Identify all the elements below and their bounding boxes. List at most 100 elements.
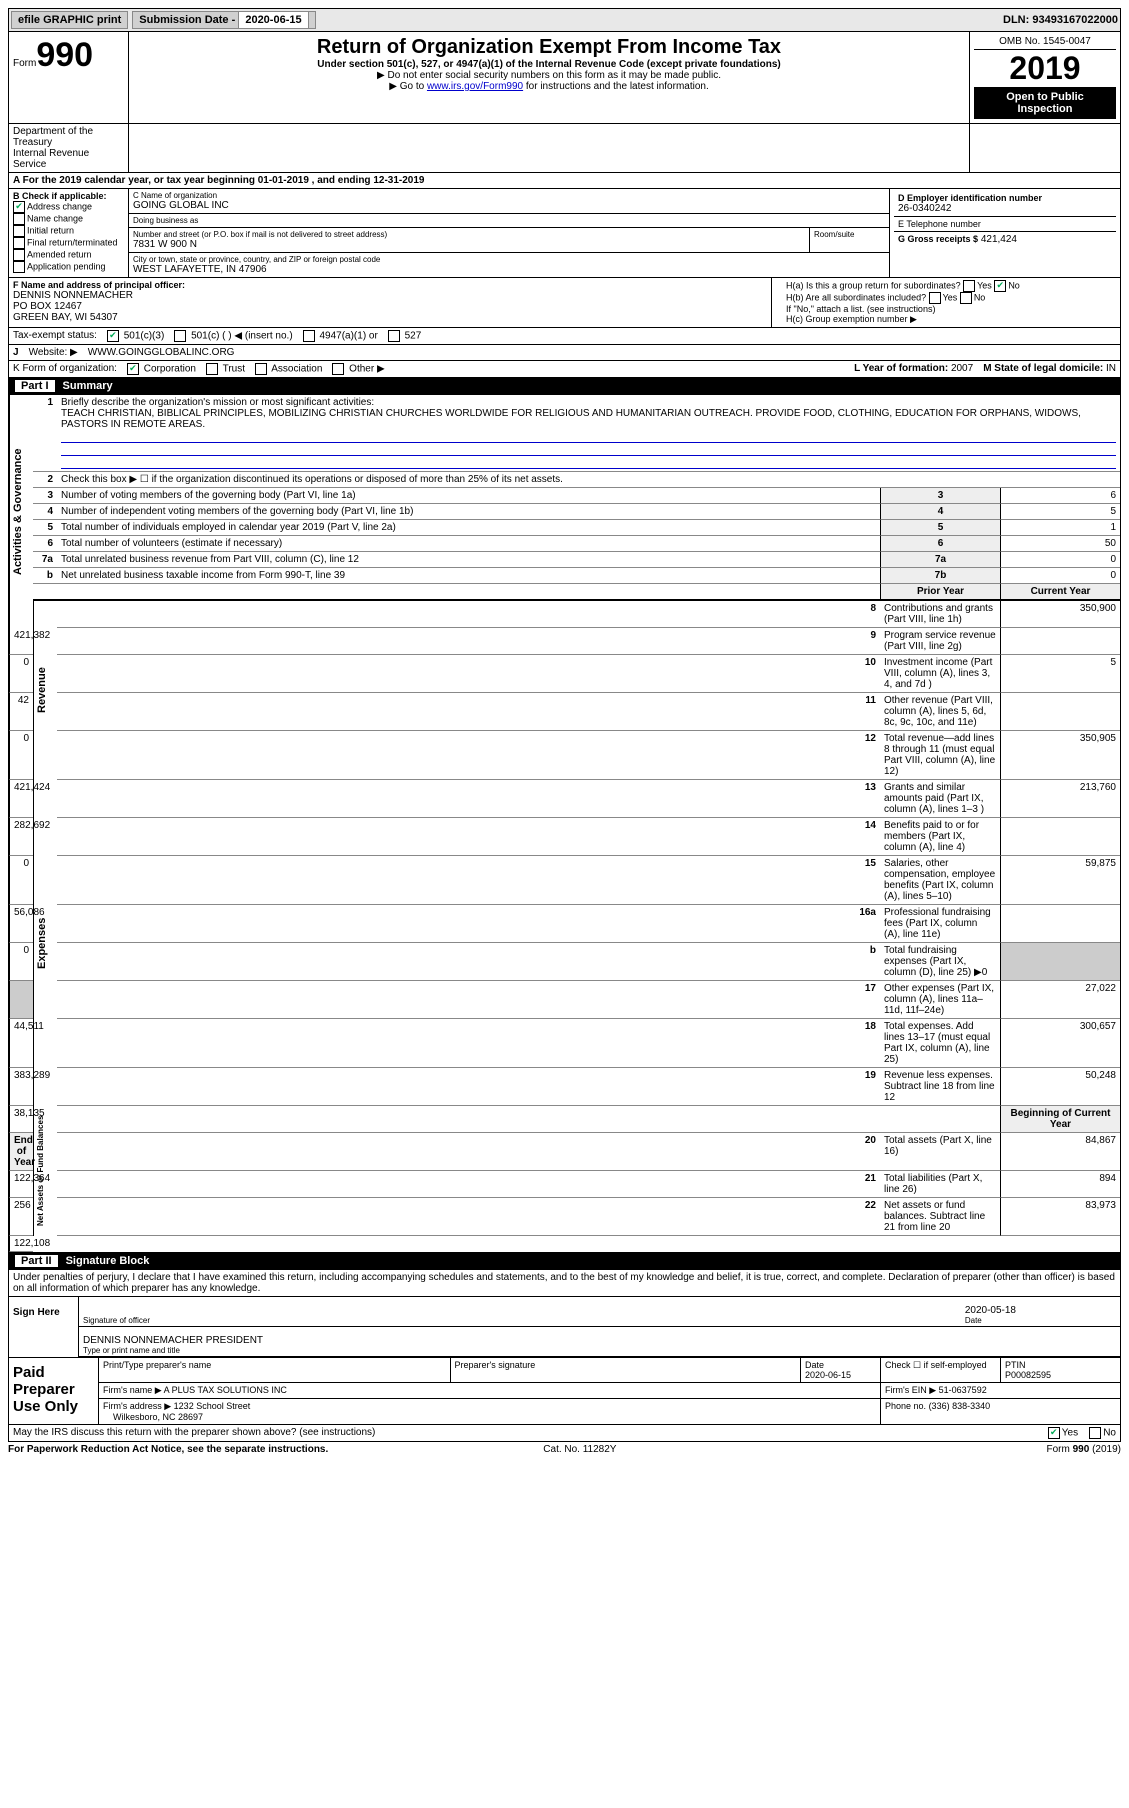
submission-date-button[interactable]: Submission Date - 2020-06-15	[132, 11, 315, 29]
website-value: WWW.GOINGGLOBALINC.ORG	[88, 347, 235, 358]
part1-num: Part I	[15, 380, 55, 392]
submission-label: Submission Date -	[139, 14, 238, 26]
part2-header: Part II Signature Block	[8, 1253, 1121, 1270]
dept-label: Department of the Treasury Internal Reve…	[9, 124, 129, 172]
prep-selfemp: Check ☐ if self-employed	[880, 1358, 1000, 1383]
box-f: F Name and address of principal officer:…	[9, 278, 772, 327]
form-subtitle3: ▶ Go to www.irs.gov/Form990 for instruct…	[133, 81, 965, 92]
submission-date: 2020-06-15	[238, 11, 308, 29]
officer-addr1: PO BOX 12467	[13, 301, 767, 312]
part1-header: Part I Summary	[8, 378, 1121, 395]
discuss-row: May the IRS discuss this return with the…	[8, 1425, 1121, 1442]
cb-other[interactable]	[332, 363, 344, 375]
summary-grid: Activities & Governance 1 Briefly descri…	[8, 395, 1121, 1253]
year-formation: 2007	[951, 363, 973, 374]
line2-text: Check this box ▶ ☐ if the organization d…	[57, 472, 1120, 488]
col-prior-year: Prior Year	[880, 584, 1000, 601]
checkbox-final-return[interactable]	[13, 237, 25, 249]
mission-text: TEACH CHRISTIAN, BIBLICAL PRINCIPLES, MO…	[61, 408, 1116, 430]
sign-here-label: Sign Here	[9, 1297, 79, 1357]
checkbox-name-change[interactable]	[13, 213, 25, 225]
form-number: 990	[36, 36, 93, 74]
checkbox-amended[interactable]	[13, 249, 25, 261]
addr-label: Number and street (or P.O. box if mail i…	[133, 230, 805, 239]
preparer-grid: Paid Preparer Use Only Print/Type prepar…	[9, 1357, 1120, 1424]
val-7a: 0	[1000, 552, 1120, 568]
tax-exempt-row: Tax-exempt status: 501(c)(3) 501(c) ( ) …	[8, 328, 1121, 345]
dln-label: DLN: 93493167022000	[1003, 14, 1118, 26]
cb-assoc[interactable]	[255, 363, 267, 375]
ein-label: D Employer identification number	[898, 193, 1112, 203]
footer: For Paperwork Reduction Act Notice, see …	[8, 1442, 1121, 1457]
officer-name: DENNIS NONNEMACHER	[13, 290, 767, 301]
street-address: 7831 W 900 N	[133, 239, 805, 250]
ptin: P00082595	[1005, 1370, 1051, 1380]
tax-period: A For the 2019 calendar year, or tax yea…	[8, 173, 1121, 189]
officer-addr2: GREEN BAY, WI 54307	[13, 312, 767, 323]
gross-label: G Gross receipts $	[898, 234, 978, 244]
dept-row: Department of the Treasury Internal Reve…	[8, 124, 1121, 173]
part1-title: Summary	[63, 380, 113, 392]
cat-no: Cat. No. 11282Y	[543, 1444, 616, 1455]
col-begin-year: Beginning of Current Year	[1000, 1106, 1120, 1133]
side-revenue: Revenue	[33, 601, 57, 780]
form-header: Form990 Return of Organization Exempt Fr…	[8, 32, 1121, 124]
part2-title: Signature Block	[66, 1255, 150, 1267]
efile-print-button[interactable]: efile GRAPHIC print	[11, 11, 128, 29]
irs-link[interactable]: www.irs.gov/Form990	[427, 81, 523, 92]
ein-value: 26-0340242	[898, 203, 1112, 214]
cb-4947[interactable]	[303, 330, 315, 342]
ln2: 2	[33, 472, 57, 488]
cb-501c3[interactable]	[107, 330, 119, 342]
ha-yes[interactable]	[963, 280, 975, 292]
phone-label: E Telephone number	[898, 219, 1112, 229]
info-grid: B Check if applicable: Address change Na…	[8, 189, 1121, 278]
discuss-text: May the IRS discuss this return with the…	[13, 1427, 375, 1439]
klm-row: K Form of organization: Corporation Trus…	[8, 361, 1121, 378]
checkbox-address-change[interactable]	[13, 201, 25, 213]
box-deg: D Employer identification number 26-0340…	[890, 189, 1120, 277]
val-3: 6	[1000, 488, 1120, 504]
ln1: 1	[33, 395, 57, 472]
city-state-zip: WEST LAFAYETTE, IN 47906	[133, 264, 885, 275]
hb-yes[interactable]	[929, 292, 941, 304]
checkbox-initial-return[interactable]	[13, 225, 25, 237]
signature-block: Under penalties of perjury, I declare th…	[8, 1270, 1121, 1425]
line1-label: Briefly describe the organization's miss…	[61, 397, 1116, 408]
form-footer: Form 990 (2019)	[1047, 1444, 1121, 1455]
side-activities: Activities & Governance	[9, 395, 33, 628]
discuss-no[interactable]	[1089, 1427, 1101, 1439]
cb-corp[interactable]	[127, 363, 139, 375]
discuss-yes[interactable]	[1048, 1427, 1060, 1439]
firm-name: A PLUS TAX SOLUTIONS INC	[164, 1385, 287, 1395]
form-number-cell: Form990	[9, 32, 129, 123]
col-end-year: End of Year	[9, 1133, 33, 1171]
city-label: City or town, state or province, country…	[133, 255, 885, 264]
officer-name-title: DENNIS NONNEMACHER PRESIDENT	[83, 1335, 263, 1346]
firm-addr2: Wilkesboro, NC 28697	[113, 1412, 203, 1422]
form-title-cell: Return of Organization Exempt From Incom…	[129, 32, 970, 123]
form-title: Return of Organization Exempt From Incom…	[133, 36, 965, 59]
paid-preparer-label: Paid Preparer Use Only	[9, 1358, 99, 1424]
sig-officer-label: Signature of officer	[83, 1316, 150, 1325]
firm-phone: (336) 838-3340	[929, 1401, 991, 1411]
cb-527[interactable]	[388, 330, 400, 342]
hc-label: H(c) Group exemption number ▶	[786, 314, 1116, 325]
cb-trust[interactable]	[206, 363, 218, 375]
sig-date: 2020-05-18	[965, 1305, 1016, 1316]
prep-name-hdr: Print/Type preparer's name	[99, 1358, 450, 1383]
room-label: Room/suite	[809, 228, 889, 253]
val-5: 1	[1000, 520, 1120, 536]
fh-row: F Name and address of principal officer:…	[8, 278, 1121, 328]
dba-label: Doing business as	[133, 216, 885, 225]
checkbox-pending[interactable]	[13, 261, 25, 273]
prep-sig-hdr: Preparer's signature	[450, 1358, 801, 1383]
side-netassets: Net Assets or Fund Balances	[33, 1106, 57, 1236]
prep-date: 2020-06-15	[805, 1370, 851, 1380]
cb-501c[interactable]	[174, 330, 186, 342]
box-b: B Check if applicable: Address change Na…	[9, 189, 129, 277]
hb-no[interactable]	[960, 292, 972, 304]
part2-num: Part II	[15, 1255, 58, 1267]
ha-no[interactable]	[994, 280, 1006, 292]
sig-date-label: Date	[965, 1316, 1016, 1325]
